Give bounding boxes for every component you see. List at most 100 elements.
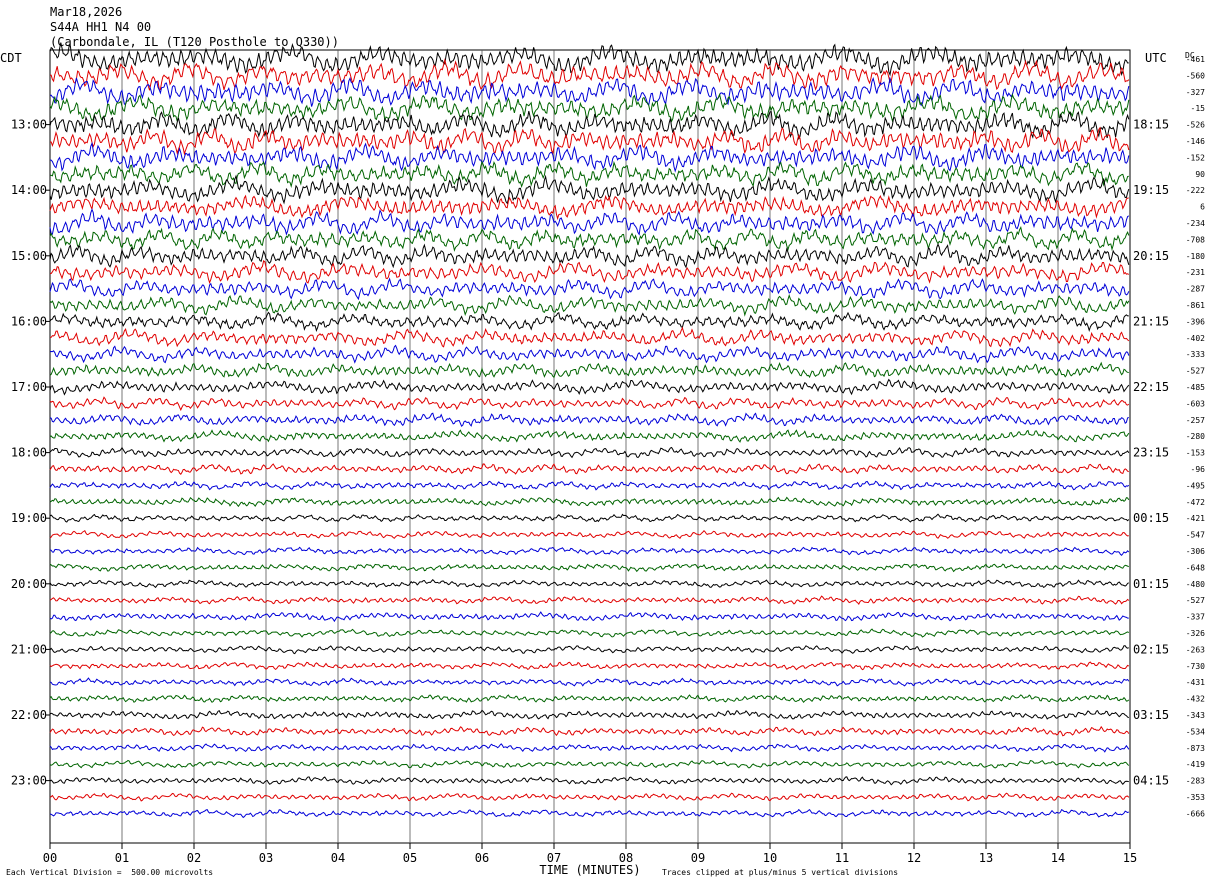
x-tick-label: 03 bbox=[259, 851, 273, 865]
dc-offset-label: -353 bbox=[1186, 793, 1205, 802]
x-tick-label: 01 bbox=[115, 851, 129, 865]
dc-offset-label: -648 bbox=[1186, 563, 1205, 572]
dc-offset-label: -432 bbox=[1186, 695, 1205, 704]
hour-label-utc: 19:15 bbox=[1133, 183, 1169, 197]
trace-39 bbox=[49, 694, 1130, 704]
hour-label-cdt: 18:00 bbox=[11, 446, 47, 460]
trace-10 bbox=[49, 208, 1130, 236]
trace-24 bbox=[49, 446, 1130, 459]
trace-14 bbox=[49, 277, 1130, 301]
dc-label: DC bbox=[1185, 51, 1195, 60]
dc-offset-label: -234 bbox=[1186, 219, 1205, 228]
trace-35 bbox=[49, 628, 1130, 638]
trace-30 bbox=[49, 546, 1130, 556]
footer-scale-note: Each Vertical Division = 500.00 microvol… bbox=[6, 868, 214, 877]
dc-offset-label: -461 bbox=[1186, 55, 1205, 64]
dc-offset-label: -15 bbox=[1191, 104, 1206, 113]
dc-offset-label: -263 bbox=[1186, 645, 1205, 654]
dc-offset-label: -96 bbox=[1191, 465, 1206, 474]
hour-label-cdt: 20:00 bbox=[11, 577, 47, 591]
dc-offset-label: -526 bbox=[1186, 121, 1205, 130]
trace-45 bbox=[49, 792, 1130, 802]
x-tick-label: 02 bbox=[187, 851, 201, 865]
trace-44 bbox=[49, 776, 1129, 786]
dc-offset-label: -343 bbox=[1186, 711, 1205, 720]
x-tick-label: 00 bbox=[43, 851, 57, 865]
dc-offset-label: -337 bbox=[1186, 613, 1205, 622]
hour-label-cdt: 16:00 bbox=[11, 314, 47, 328]
trace-38 bbox=[49, 677, 1130, 687]
dc-offset-label: -326 bbox=[1186, 629, 1205, 638]
dc-offset-label: -146 bbox=[1186, 137, 1205, 146]
dc-offset-label: -603 bbox=[1186, 399, 1205, 408]
dc-offset-label: -287 bbox=[1186, 285, 1205, 294]
trace-13 bbox=[49, 260, 1130, 285]
trace-31 bbox=[49, 563, 1130, 573]
hour-label-utc: 23:15 bbox=[1133, 446, 1169, 460]
dc-offset-label: -730 bbox=[1186, 662, 1205, 671]
trace-2 bbox=[49, 76, 1130, 107]
x-axis-label: TIME (MINUTES) bbox=[539, 863, 640, 877]
trace-19 bbox=[49, 361, 1129, 379]
hour-label-utc: 20:15 bbox=[1133, 249, 1169, 263]
dc-offset-label: -306 bbox=[1186, 547, 1205, 556]
x-tick-label: 10 bbox=[763, 851, 777, 865]
dc-offset-label: -257 bbox=[1186, 416, 1205, 425]
hour-label-cdt: 14:00 bbox=[11, 183, 47, 197]
trace-33 bbox=[49, 595, 1130, 606]
trace-21 bbox=[49, 396, 1130, 412]
trace-23 bbox=[49, 429, 1130, 443]
dc-offset-label: -861 bbox=[1186, 301, 1205, 310]
trace-36 bbox=[49, 645, 1130, 655]
hour-label-utc: 18:15 bbox=[1133, 118, 1169, 132]
trace-17 bbox=[49, 326, 1130, 348]
trace-0 bbox=[49, 42, 1129, 77]
trace-4 bbox=[49, 110, 1130, 141]
trace-15 bbox=[49, 293, 1130, 317]
footer-clip-note: Traces clipped at plus/minus 5 vertical … bbox=[662, 868, 899, 877]
dc-offset-label: -152 bbox=[1186, 153, 1205, 162]
trace-27 bbox=[49, 496, 1130, 508]
hour-label-utc: 03:15 bbox=[1133, 708, 1169, 722]
dc-offset-label: -419 bbox=[1186, 760, 1205, 769]
trace-8 bbox=[49, 174, 1130, 205]
x-tick-label: 04 bbox=[331, 851, 345, 865]
dc-offset-label: -495 bbox=[1186, 481, 1205, 490]
x-tick-label: 15 bbox=[1123, 851, 1137, 865]
x-tick-label: 06 bbox=[475, 851, 489, 865]
trace-32 bbox=[49, 579, 1130, 589]
header-station: S44A HH1 N4 00 bbox=[50, 20, 152, 34]
trace-42 bbox=[49, 743, 1130, 753]
left-axis-label: CDT bbox=[0, 51, 22, 65]
header-date: Mar18,2026 bbox=[50, 5, 123, 19]
trace-43 bbox=[49, 759, 1130, 769]
hour-label-cdt: 17:00 bbox=[11, 380, 47, 394]
dc-offset-label: -485 bbox=[1186, 383, 1205, 392]
dc-offset-label: -231 bbox=[1186, 268, 1205, 277]
hour-label-utc: 21:15 bbox=[1133, 314, 1169, 328]
hour-label-utc: 02:15 bbox=[1133, 642, 1169, 656]
dc-offset-label: -153 bbox=[1186, 449, 1205, 458]
right-axis-label: UTC bbox=[1145, 51, 1167, 65]
trace-6 bbox=[49, 141, 1130, 173]
trace-41 bbox=[49, 725, 1130, 737]
x-tick-label: 08 bbox=[619, 851, 633, 865]
dc-offset-label: -280 bbox=[1186, 432, 1205, 441]
trace-22 bbox=[49, 412, 1129, 428]
trace-40 bbox=[49, 709, 1130, 720]
dc-offset-label: -666 bbox=[1186, 809, 1205, 818]
plot-frame bbox=[49, 49, 1131, 844]
trace-46 bbox=[49, 808, 1130, 819]
x-tick-label: 05 bbox=[403, 851, 417, 865]
dc-offset-label: -527 bbox=[1186, 367, 1205, 376]
dc-offset-label: -527 bbox=[1186, 596, 1205, 605]
dc-offset-label: -480 bbox=[1186, 580, 1205, 589]
dc-offset-label: -560 bbox=[1186, 71, 1205, 80]
x-tick-label: 09 bbox=[691, 851, 705, 865]
dc-offset-label: -396 bbox=[1186, 317, 1205, 326]
trace-3 bbox=[49, 92, 1130, 123]
hour-label-utc: 01:15 bbox=[1133, 577, 1169, 591]
dc-offset-label: 90 bbox=[1195, 170, 1205, 179]
dc-offset-label: -222 bbox=[1186, 186, 1205, 195]
trace-18 bbox=[49, 344, 1130, 364]
